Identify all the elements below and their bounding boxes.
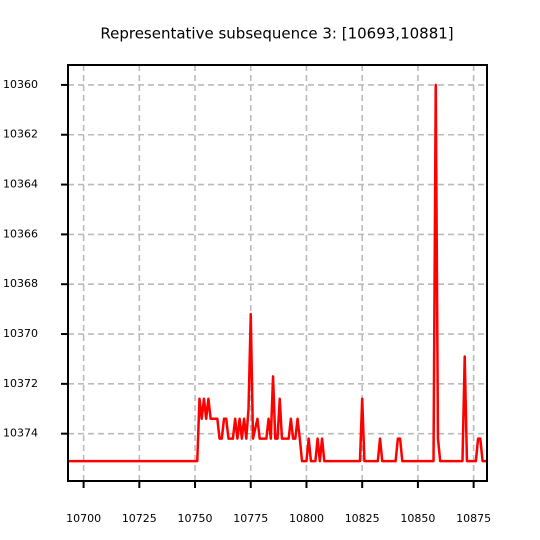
data-line <box>68 83 487 463</box>
x-tick-label: 10750 <box>178 512 213 525</box>
x-tick-label: 10725 <box>122 512 157 525</box>
chart-title: Representative subsequence 3: [10693,108… <box>100 25 453 43</box>
y-tick-label: 10370 <box>3 327 38 340</box>
y-tick-label: 10372 <box>3 377 38 390</box>
x-tick-label: 10700 <box>66 512 101 525</box>
x-tick-label: 10825 <box>345 512 380 525</box>
plot-frame <box>67 64 488 482</box>
x-tick-label: 10875 <box>456 512 491 525</box>
x-tick-label: 10800 <box>289 512 324 525</box>
y-tick-label: 10362 <box>3 128 38 141</box>
y-tick-label: 10366 <box>3 227 38 240</box>
y-tick-label: 10360 <box>3 78 38 91</box>
y-tick-label: 10374 <box>3 427 38 440</box>
y-tick-label: 10364 <box>3 178 38 191</box>
x-tick-label: 10775 <box>233 512 268 525</box>
y-tick-label: 10368 <box>3 277 38 290</box>
x-tick-label: 10850 <box>400 512 435 525</box>
